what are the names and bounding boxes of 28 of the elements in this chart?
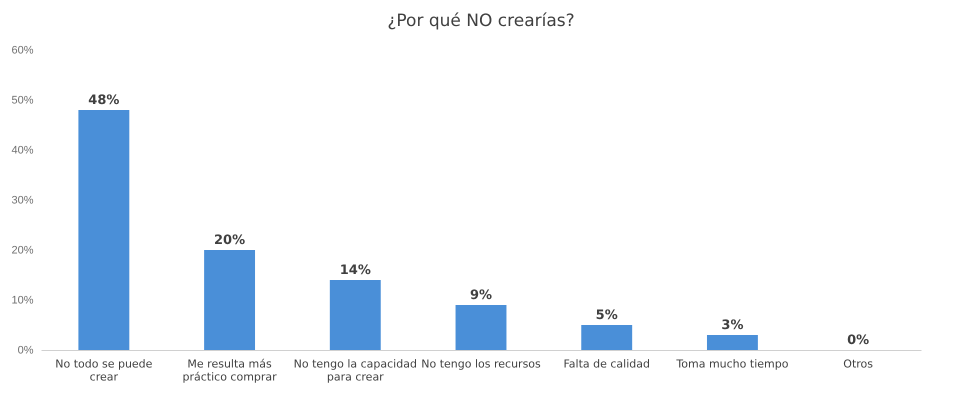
x-tick-label: No todo se puede crear xyxy=(55,358,153,384)
x-tick-label: Toma mucho tiempo xyxy=(675,358,789,370)
bar xyxy=(330,280,381,350)
x-tick-label: No tengo la capacidad para crear xyxy=(294,358,417,384)
bar xyxy=(456,305,506,350)
data-label: 14% xyxy=(340,263,371,278)
data-label: 20% xyxy=(214,233,246,248)
bar xyxy=(204,250,256,350)
x-tick-label: Otros xyxy=(843,358,874,370)
data-label: 3% xyxy=(721,318,744,333)
data-label: 48% xyxy=(88,93,120,108)
x-tick-label: Falta de calidad xyxy=(563,358,650,370)
y-tick-label: 20% xyxy=(11,244,34,256)
data-label: 9% xyxy=(470,288,492,303)
data-label: 5% xyxy=(596,308,618,323)
y-tick-label: 0% xyxy=(18,344,34,356)
x-tick-label: No tengo los recursos xyxy=(421,358,542,370)
y-tick-label: 60% xyxy=(11,44,34,56)
chart-title: ¿Por qué NO crearías? xyxy=(387,11,575,31)
y-tick-label: 50% xyxy=(11,94,34,106)
y-tick-label: 40% xyxy=(11,144,34,156)
bar xyxy=(78,110,130,350)
y-tick-label: 30% xyxy=(11,194,34,206)
y-tick-label: 10% xyxy=(11,294,34,306)
bar xyxy=(581,325,632,350)
data-label: 0% xyxy=(847,333,870,348)
x-tick-label: Me resulta más práctico comprar xyxy=(182,358,278,384)
bar xyxy=(706,335,758,350)
